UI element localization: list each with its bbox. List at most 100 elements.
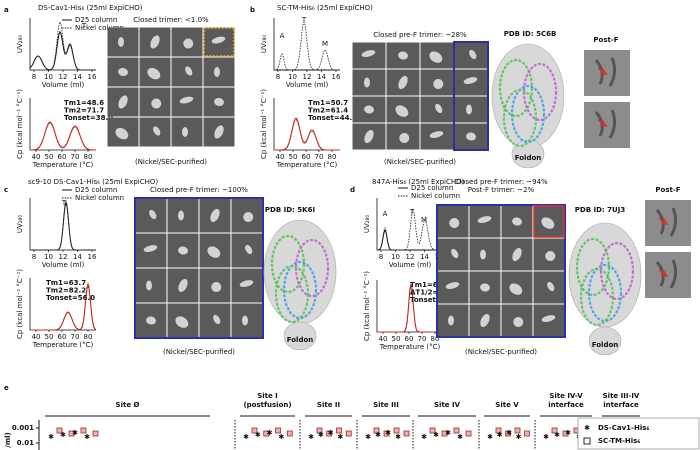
peak-label: M xyxy=(322,40,328,48)
particle xyxy=(147,67,161,80)
marker-star: ✱ xyxy=(565,429,571,437)
protein-chain xyxy=(579,267,615,327)
particle xyxy=(179,96,194,104)
dsc-stat: Tm2=82.2 xyxy=(46,287,86,295)
marker-square xyxy=(495,427,502,434)
dsc-x-tick-label: 80 xyxy=(431,335,440,343)
particle xyxy=(239,280,254,287)
dsc-x-tick-label: 40 xyxy=(276,153,285,161)
marker-square xyxy=(286,430,293,437)
micrograph xyxy=(645,200,691,246)
peak-label: T xyxy=(81,22,87,30)
protein-chain xyxy=(510,84,546,144)
pdb-id: PDB ID: 7UJ3 xyxy=(575,206,626,214)
purification: (Nickel/SEC-purified) xyxy=(163,348,235,356)
marker-square xyxy=(505,430,511,437)
sec-y-label: UV₂₈₀ xyxy=(16,215,24,234)
marker-star: ✱ xyxy=(543,433,549,441)
sec-curve-nickel xyxy=(30,202,96,251)
marker-square xyxy=(429,427,436,434)
grid-border xyxy=(436,204,566,338)
panel-title: 847A-His₆ (25ml ExpiCHO) xyxy=(372,178,465,186)
sec-x-tick-label: 10 xyxy=(44,73,53,81)
site-label: (postfusion) xyxy=(243,401,291,409)
class-caption: Closed pre-F trimer: ~28% xyxy=(373,31,467,39)
dsc-stat: Tm1=50.7 xyxy=(308,99,348,107)
particle xyxy=(242,315,248,326)
marker-star: ✱ xyxy=(445,429,451,437)
particle xyxy=(445,282,460,289)
particle xyxy=(245,244,253,255)
particle xyxy=(115,127,129,140)
particle xyxy=(449,218,460,229)
marker-star: ✱ xyxy=(60,431,66,439)
particle xyxy=(243,212,254,223)
y-tick-label: 0.001 xyxy=(12,424,34,432)
peak-label: M xyxy=(421,216,427,224)
particle xyxy=(547,281,555,292)
marker-square xyxy=(275,427,281,434)
micrograph xyxy=(645,252,691,298)
dsc-stat: Tm2=61.4 xyxy=(308,107,348,115)
legend-label: D25 column xyxy=(75,16,117,24)
grid-border xyxy=(134,197,264,339)
purification: (Nickel/SEC-purified) xyxy=(465,348,537,356)
sec-x-tick-label: 8 xyxy=(32,253,36,261)
site-label: Site V xyxy=(495,401,519,409)
particle xyxy=(545,251,556,262)
marker-square xyxy=(326,430,333,437)
sec-y-label: UV₂₈₀ xyxy=(16,35,24,54)
dsc-stat: Tm1=63.7 xyxy=(46,279,86,287)
sec-x-label: Volume (ml) xyxy=(286,81,329,89)
marker-square xyxy=(514,427,521,434)
marker-star: ✱ xyxy=(243,433,249,441)
dsc-x-tick-label: 80 xyxy=(328,153,337,161)
legend-label: SC-TM-His₆ xyxy=(598,437,640,445)
marker-star: ✱ xyxy=(506,429,512,437)
dsc-x-label: Temperature (°C) xyxy=(32,161,94,169)
dsc-x-tick-label: 80 xyxy=(84,153,93,161)
dsc-x-tick-label: 40 xyxy=(32,333,41,341)
sec-x-tick-label: 14 xyxy=(317,73,326,81)
particle xyxy=(480,313,490,328)
protein-chain xyxy=(274,264,310,324)
particle xyxy=(185,66,193,76)
marker-square xyxy=(393,427,400,434)
site-label: Site IV-V xyxy=(549,392,583,400)
particle xyxy=(398,51,408,60)
panel-letter: a xyxy=(4,6,9,14)
foldon-density xyxy=(511,139,545,169)
particle xyxy=(214,67,220,77)
sec-curve-nickel xyxy=(30,20,96,71)
marker-star: ✱ xyxy=(255,431,261,439)
legend-square xyxy=(583,437,591,445)
foldon-label: Foldon xyxy=(592,341,619,349)
legend-label: Nickel column xyxy=(411,192,460,200)
sec-x-tick-label: 14 xyxy=(73,253,82,261)
particle xyxy=(149,209,157,220)
marker-square xyxy=(453,427,460,434)
pdb-id: PDB ID: 5C6B xyxy=(504,30,557,38)
foldon-label: Foldon xyxy=(287,336,314,344)
marker-star: ✱ xyxy=(337,433,343,441)
foldon-density xyxy=(588,326,622,356)
sec-y-label: UV₂₈₀ xyxy=(363,215,371,234)
peak-label: T xyxy=(61,199,67,207)
sec-curve-d25 xyxy=(377,228,443,251)
peak-label: A xyxy=(280,32,285,40)
dsc-stat: Tm1=48.6 xyxy=(64,99,104,107)
purification: (Nickel/SEC-purified) xyxy=(384,158,456,166)
density-map xyxy=(568,222,642,328)
particle-trace xyxy=(594,109,617,139)
dsc-x-tick-label: 50 xyxy=(392,335,401,343)
marker-square xyxy=(263,430,270,437)
sec-x-tick-label: 8 xyxy=(32,73,36,81)
site-label: interface xyxy=(548,401,584,409)
dsc-x-tick-label: 50 xyxy=(45,333,54,341)
legend-star: ✱ xyxy=(584,424,590,432)
sec-x-label: Volume (ml) xyxy=(389,261,432,269)
marker-star: ✱ xyxy=(308,433,314,441)
marker-square xyxy=(316,427,323,434)
legend-box xyxy=(577,417,700,450)
sec-x-tick-label: 8 xyxy=(276,73,280,81)
